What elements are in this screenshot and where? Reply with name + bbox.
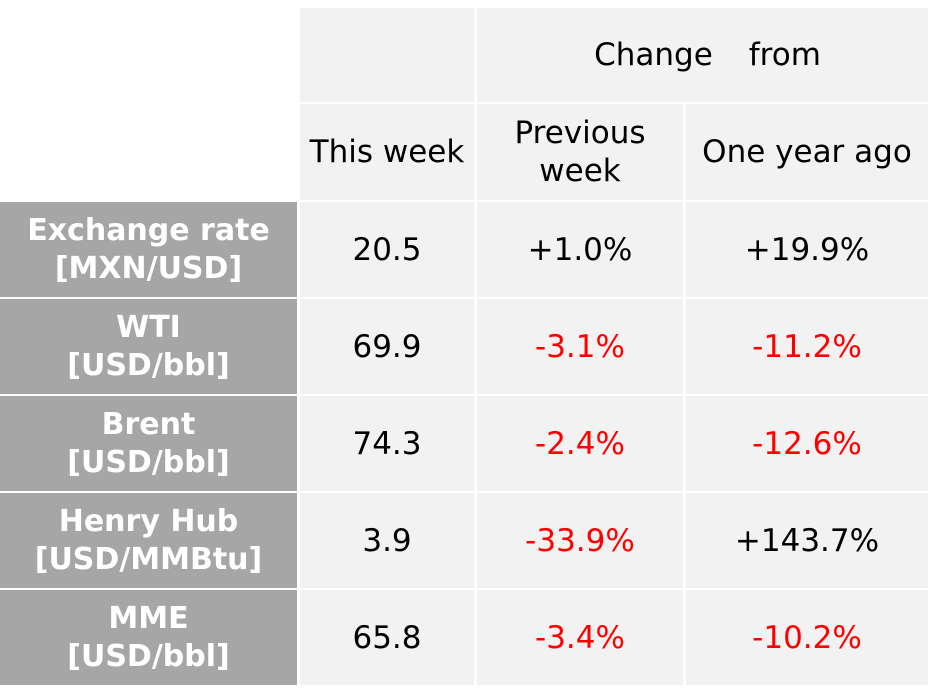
row-label: Brent [USD/bbl] [0,396,297,491]
this-week-value: 65.8 [300,590,474,685]
one-year-ago-change: -12.6% [686,396,928,491]
previous-week-change: -3.4% [477,590,683,685]
row-label-unit: [USD/bbl] [67,444,230,480]
row-label: WTI [USD/bbl] [0,299,297,394]
header-change-label: Change [594,37,713,73]
row-label-name: MME [108,600,189,636]
header-one-year-ago-text: One year ago [702,134,912,170]
row-label-name: Henry Hub [58,503,239,539]
header-previous-week: Previous week [477,104,683,200]
row-label-unit: [USD/bbl] [67,347,230,383]
row-label: Exchange rate [MXN/USD] [0,202,297,297]
one-year-ago-change: -10.2% [686,590,928,685]
header-this-week-text: This week [309,134,465,170]
this-week-value: 74.3 [300,396,474,491]
header-one-year-ago: One year ago [686,104,928,200]
row-label-name: WTI [116,309,181,345]
this-week-value: 20.5 [300,202,474,297]
row-label-name: Exchange rate [27,212,270,248]
one-year-ago-change: +19.9% [686,202,928,297]
header-blank-this-week [300,8,474,102]
row-label: MME [USD/bbl] [0,590,297,685]
row-label-name: Brent [101,406,196,442]
previous-week-change: +1.0% [477,202,683,297]
row-label-unit: [USD/MMBtu] [34,541,263,577]
row-label: Henry Hub [USD/MMBtu] [0,493,297,588]
one-year-ago-change: +143.7% [686,493,928,588]
header-from-label: from [748,37,821,73]
header-this-week: This week [300,104,474,200]
row-label-unit: [USD/bbl] [67,638,230,674]
previous-week-change: -33.9% [477,493,683,588]
header-change-from: Change from [477,8,928,102]
one-year-ago-change: -11.2% [686,299,928,394]
previous-week-change: -2.4% [477,396,683,491]
previous-week-change: -3.1% [477,299,683,394]
row-label-unit: [MXN/USD] [54,250,243,286]
header-previous-week-line2: week [539,153,621,189]
header-previous-week-line1: Previous [514,115,646,151]
this-week-value: 69.9 [300,299,474,394]
this-week-value: 3.9 [300,493,474,588]
